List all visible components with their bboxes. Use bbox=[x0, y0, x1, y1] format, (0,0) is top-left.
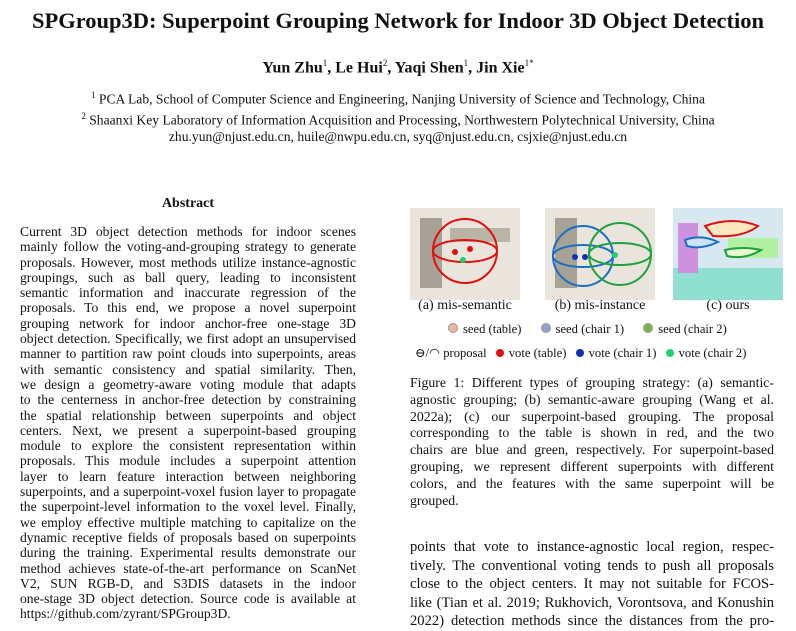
text-line: semantic information and inaccurate regr… bbox=[20, 285, 356, 301]
abstract-heading: Abstract bbox=[161, 196, 215, 211]
legend-label: seed (chair 2) bbox=[658, 322, 727, 336]
text-line: we design a geometry-aware voting module… bbox=[20, 376, 356, 392]
text-line: https://github.com/zyrant/SPGroup3D. bbox=[20, 606, 231, 622]
author: Jin Xie bbox=[476, 59, 525, 77]
image-ours bbox=[673, 208, 783, 300]
affiliation: 1 PCA Lab, School of Computer Science an… bbox=[0, 87, 796, 108]
text-line: proposals. To this end, we propose a nov… bbox=[20, 300, 356, 316]
proposal-icon: ⊖/◠ bbox=[415, 346, 441, 360]
text-line: 2022a); (c) our superpoint-based groupin… bbox=[410, 408, 774, 424]
author-aff: 1 bbox=[463, 58, 469, 68]
legend-seeds: seed (table) seed (chair 1) seed (chair … bbox=[442, 322, 727, 337]
figure-1: (a) mis-semantic (b) mis-instance (c) ou… bbox=[410, 208, 790, 368]
text-line: superpoints, and a superpoint-voxel fusi… bbox=[20, 484, 356, 500]
aff-text: Shaanxi Key Laboratory of Information Ac… bbox=[89, 112, 715, 128]
text-line: during the training. Experimental result… bbox=[20, 545, 356, 561]
vote-table-dot bbox=[495, 349, 504, 357]
abstract-body: Current 3D object detection methods for … bbox=[20, 224, 356, 622]
text-line: Current 3D object detection methods for … bbox=[20, 224, 356, 239]
author: Yun Zhu bbox=[262, 59, 323, 77]
text-line: groupings, such as ball query, leading t… bbox=[20, 269, 356, 285]
text-line: dynamic receptive fields of proposals ba… bbox=[20, 529, 356, 545]
emails: zhu.yun@njust.edu.cn, huile@nwpu.edu.cn,… bbox=[168, 129, 628, 145]
text-line: grouped. bbox=[410, 492, 459, 508]
text-line: module to explore the consistent represe… bbox=[20, 438, 356, 454]
text-line: grouping, we represent different superpo… bbox=[410, 458, 774, 474]
seed-chair2-dot bbox=[643, 323, 654, 333]
text-line: centers. Next, we present a superpoint-b… bbox=[20, 422, 356, 438]
text-line: with semantic consistency and spatial si… bbox=[20, 361, 356, 377]
text-line: method achieves state-of-the-art perform… bbox=[20, 560, 356, 576]
text-line: grouping network for indoor anchor-free … bbox=[20, 315, 356, 331]
text-line: layer to learn feature interaction betwe… bbox=[20, 468, 356, 484]
text-line: manner to partition raw point clouds int… bbox=[20, 346, 356, 362]
author: Le Hui bbox=[335, 59, 383, 77]
image-mis-semantic bbox=[410, 208, 520, 300]
text-line: tively. The conventional voting tends to… bbox=[410, 557, 774, 574]
text-line: 2022) detection methods since the distan… bbox=[410, 613, 774, 630]
text-line: the spatial relationship between superpo… bbox=[20, 407, 356, 423]
text-line: one-stage 3D object detection. Source co… bbox=[20, 591, 356, 607]
text-line: close to the object centers. It may not … bbox=[410, 576, 774, 593]
text-line: we employ effective multiple matching to… bbox=[20, 514, 356, 530]
aff-mark: 2 bbox=[81, 110, 86, 121]
image-mis-instance bbox=[545, 208, 655, 300]
subcaption-c: (c) ours bbox=[706, 298, 750, 313]
text-line: to the centerness in anchor-free detecti… bbox=[20, 392, 356, 408]
text-line: corresponding to the table is shown in r… bbox=[410, 425, 774, 441]
legend-label: seed (table) bbox=[463, 322, 522, 336]
figure-caption: Figure 1: Different types of grouping st… bbox=[410, 375, 774, 509]
text-line: mainly follow the voting-and-grouping st… bbox=[20, 239, 356, 255]
paper-title: SPGroup3D: Superpoint Grouping Network f… bbox=[31, 8, 765, 33]
seed-table-dot bbox=[448, 323, 458, 333]
text-line: chairs are blue and green, respectively.… bbox=[410, 442, 774, 458]
text-line: points that vote to instance-agnostic lo… bbox=[410, 539, 774, 555]
legend-label: vote (table) bbox=[508, 346, 567, 360]
vote-chair1-dot bbox=[575, 349, 584, 357]
text-line: V2, SUN RGB-D, and S3DIS datasets in the… bbox=[20, 575, 356, 591]
author-aff: 2 bbox=[382, 58, 388, 68]
author-aff: 1* bbox=[524, 58, 534, 68]
text-line: proposals. However, most methods utilize… bbox=[20, 254, 356, 270]
legend-label: vote (chair 2) bbox=[678, 346, 747, 360]
affiliations: 1 PCA Lab, School of Computer Science an… bbox=[0, 87, 796, 145]
author-list: Yun Zhu1, Le Hui2, Yaqi Shen1, Jin Xie1* bbox=[262, 58, 534, 77]
aff-text: PCA Lab, School of Computer Science and … bbox=[98, 91, 705, 107]
legend-label: vote (chair 1) bbox=[588, 346, 657, 360]
author-aff: 1 bbox=[322, 58, 328, 68]
author: Yaqi Shen bbox=[394, 59, 464, 77]
text-line: object detection. Specifically, we first… bbox=[20, 331, 356, 347]
text-line: agnostic grouping; (b) semantic-aware gr… bbox=[410, 391, 774, 407]
text-line: Figure 1: Different types of grouping st… bbox=[410, 375, 774, 390]
seed-chair1-dot bbox=[540, 323, 551, 333]
text-line: proposals. This module includes a superp… bbox=[20, 453, 356, 469]
affiliation: 2 Shaanxi Key Laboratory of Information … bbox=[0, 108, 796, 129]
subcaption-b: (b) mis-instance bbox=[554, 298, 646, 313]
subcaption-a: (a) mis-semantic bbox=[418, 298, 512, 313]
legend-label: seed (chair 1) bbox=[555, 322, 625, 336]
legend-label: proposal bbox=[443, 346, 487, 360]
body-text: points that vote to instance-agnostic lo… bbox=[410, 538, 774, 631]
text-line: colors, and the features with the same s… bbox=[410, 475, 774, 491]
legend-votes: ⊖/◠ proposal vote (table) vote (chair 1)… bbox=[415, 345, 746, 361]
text-line: like (Tian et al. 2019; Rukhovich, Voron… bbox=[410, 594, 774, 611]
aff-mark: 1 bbox=[90, 90, 96, 100]
vote-chair2-dot bbox=[665, 349, 674, 357]
figure-images bbox=[410, 208, 783, 300]
text-line: the superpoint-level information to the … bbox=[20, 499, 356, 515]
